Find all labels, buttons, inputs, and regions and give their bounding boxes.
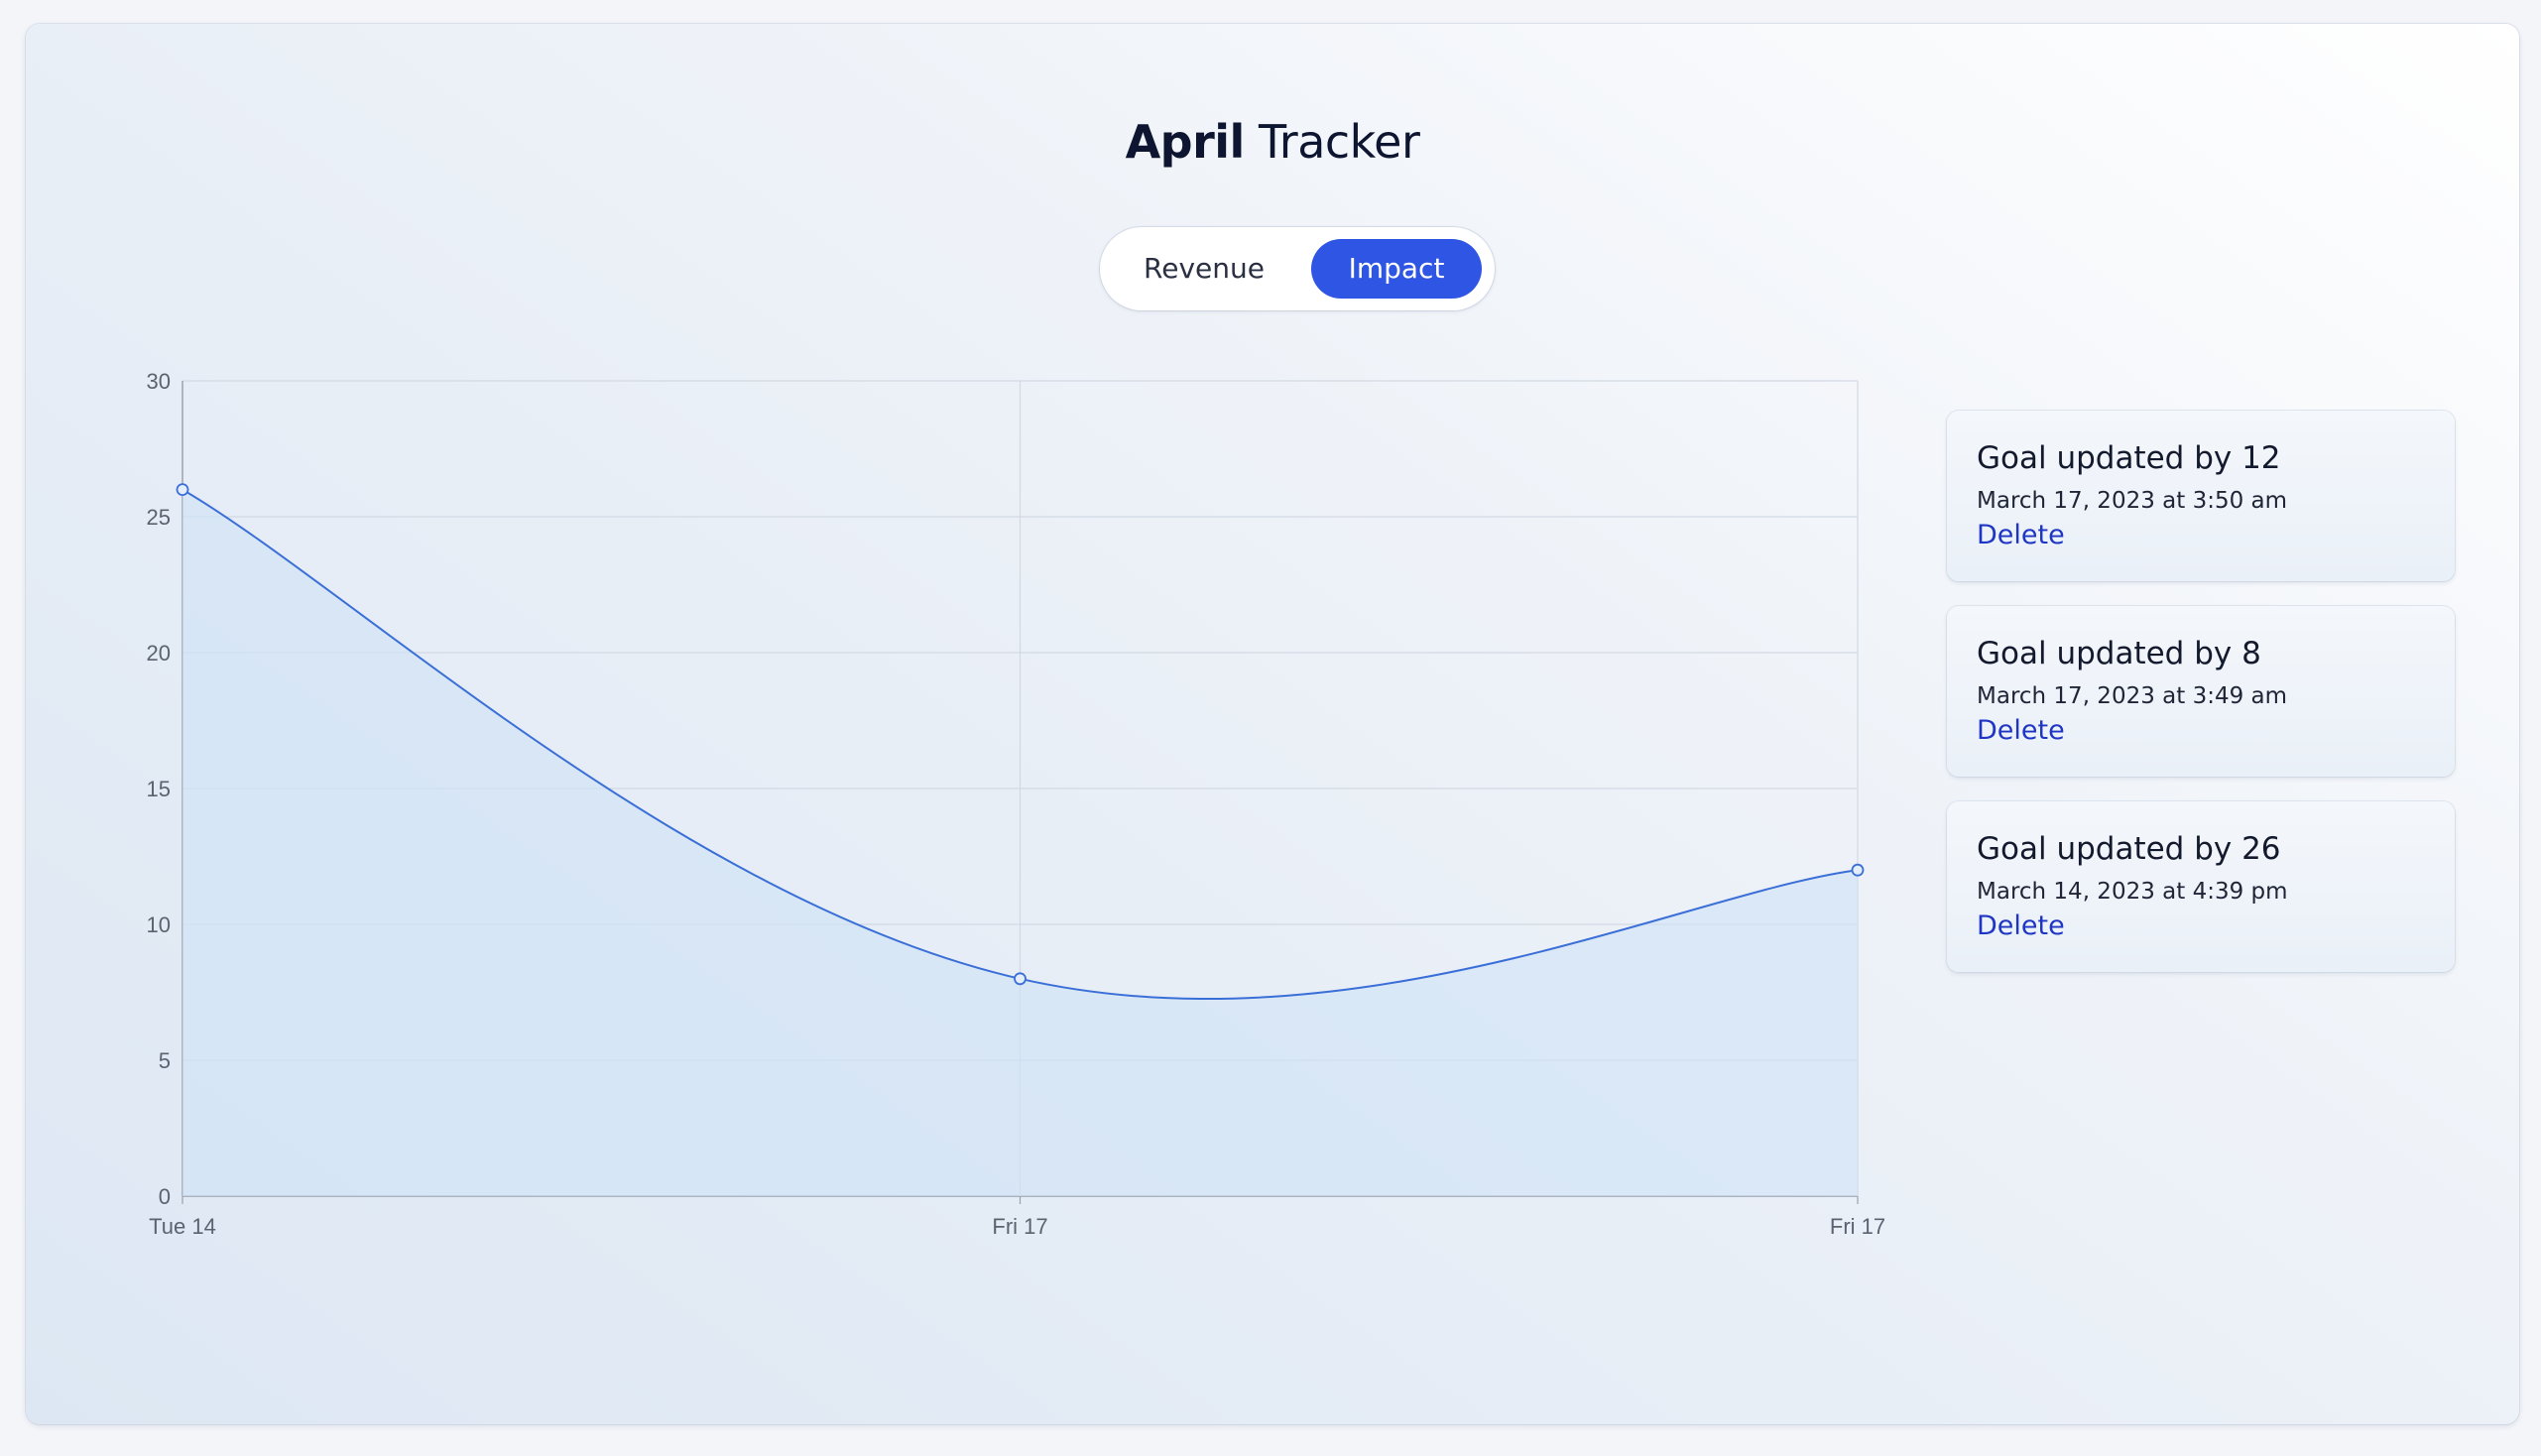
y-tick-label: 15	[147, 777, 171, 801]
goal-date: March 17, 2023 at 3:49 am	[1977, 683, 2288, 709]
goal-card: Goal updated by 12 March 17, 2023 at 3:5…	[1947, 411, 2455, 581]
y-tick-label: 10	[147, 912, 171, 937]
data-point	[1014, 972, 1027, 986]
goal-title: Goal updated by 12	[1977, 440, 2281, 476]
x-tick-label: Tue 14	[149, 1214, 216, 1239]
y-tick-label: 0	[159, 1184, 171, 1209]
goal-date: March 14, 2023 at 4:39 pm	[1977, 879, 2288, 905]
y-tick-label: 30	[147, 369, 171, 394]
goal-card: Goal updated by 26 March 14, 2023 at 4:3…	[1947, 801, 2455, 972]
x-tick-label: Fri 17	[1830, 1214, 1885, 1239]
metric-toggle: Revenue Impact	[1100, 227, 1495, 310]
goal-card: Goal updated by 8 March 17, 2023 at 3:49…	[1947, 606, 2455, 777]
series-area	[182, 489, 1858, 1197]
impact-chart: 0 5 10 15 20 25 30 Tue 14 Fri 17 Fri 17	[145, 361, 1950, 1254]
delete-link[interactable]: Delete	[1977, 910, 2065, 941]
goal-title: Goal updated by 8	[1977, 636, 2261, 671]
revenue-tab[interactable]: Revenue	[1144, 252, 1265, 285]
goal-title: Goal updated by 26	[1977, 831, 2281, 867]
y-tick-label: 20	[147, 641, 171, 666]
page-title: April Tracker	[26, 115, 2519, 169]
delete-link[interactable]: Delete	[1977, 715, 2065, 746]
x-tick-label: Fri 17	[992, 1214, 1047, 1239]
y-tick-label: 25	[147, 505, 171, 530]
goal-date: March 17, 2023 at 3:50 am	[1977, 488, 2288, 514]
page-title-bold: April	[1125, 115, 1246, 169]
data-point	[176, 483, 189, 497]
chart-svg: 0 5 10 15 20 25 30 Tue 14 Fri 17 Fri 17	[147, 369, 1886, 1239]
delete-link[interactable]: Delete	[1977, 520, 2065, 550]
page-title-rest: Tracker	[1258, 115, 1420, 169]
impact-tab[interactable]: Impact	[1311, 239, 1482, 299]
tracker-card: April Tracker Revenue Impact 0 5 10 15 20 25 3…	[26, 24, 2519, 1424]
y-tick-label: 5	[159, 1048, 171, 1073]
data-point	[1851, 863, 1865, 877]
goal-list: Goal updated by 12 March 17, 2023 at 3:5…	[1947, 411, 2455, 997]
